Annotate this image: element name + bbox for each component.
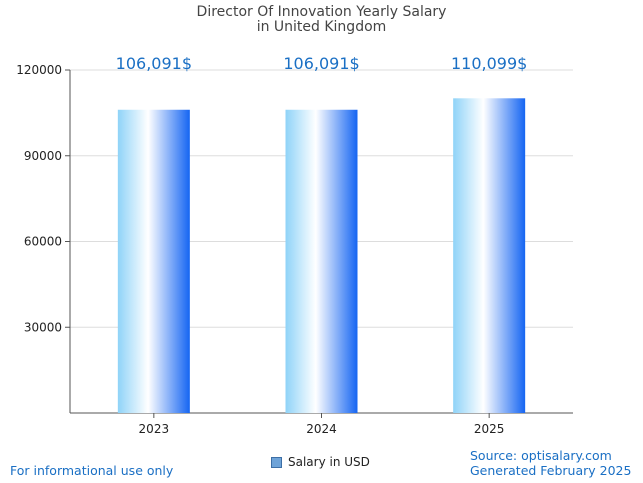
x-tick-label: 2025 bbox=[474, 422, 505, 436]
legend-label: Salary in USD bbox=[288, 455, 370, 469]
bar bbox=[285, 109, 358, 413]
data-label: 110,099$ bbox=[451, 54, 527, 73]
x-tick-label: 2023 bbox=[139, 422, 170, 436]
y-tick-label: 120000 bbox=[16, 63, 62, 77]
legend-swatch bbox=[271, 456, 282, 468]
bar bbox=[117, 109, 190, 413]
footer-note: For informational use only bbox=[10, 463, 174, 478]
y-tick-label: 30000 bbox=[24, 320, 62, 334]
x-tick-label: 2024 bbox=[306, 422, 337, 436]
y-tick-label: 90000 bbox=[24, 149, 62, 163]
legend: Salary in USD bbox=[271, 455, 370, 469]
y-tick-label: 60000 bbox=[24, 235, 62, 249]
source-link[interactable]: Source: optisalary.com bbox=[470, 448, 612, 463]
bar bbox=[453, 98, 526, 414]
generated-date: Generated February 2025 bbox=[470, 463, 632, 478]
chart-title: Director Of Innovation Yearly Salary bbox=[196, 4, 447, 20]
chart-subtitle: in United Kingdom bbox=[256, 19, 387, 35]
data-label: 106,091$ bbox=[283, 54, 359, 73]
data-label: 106,091$ bbox=[116, 54, 192, 73]
